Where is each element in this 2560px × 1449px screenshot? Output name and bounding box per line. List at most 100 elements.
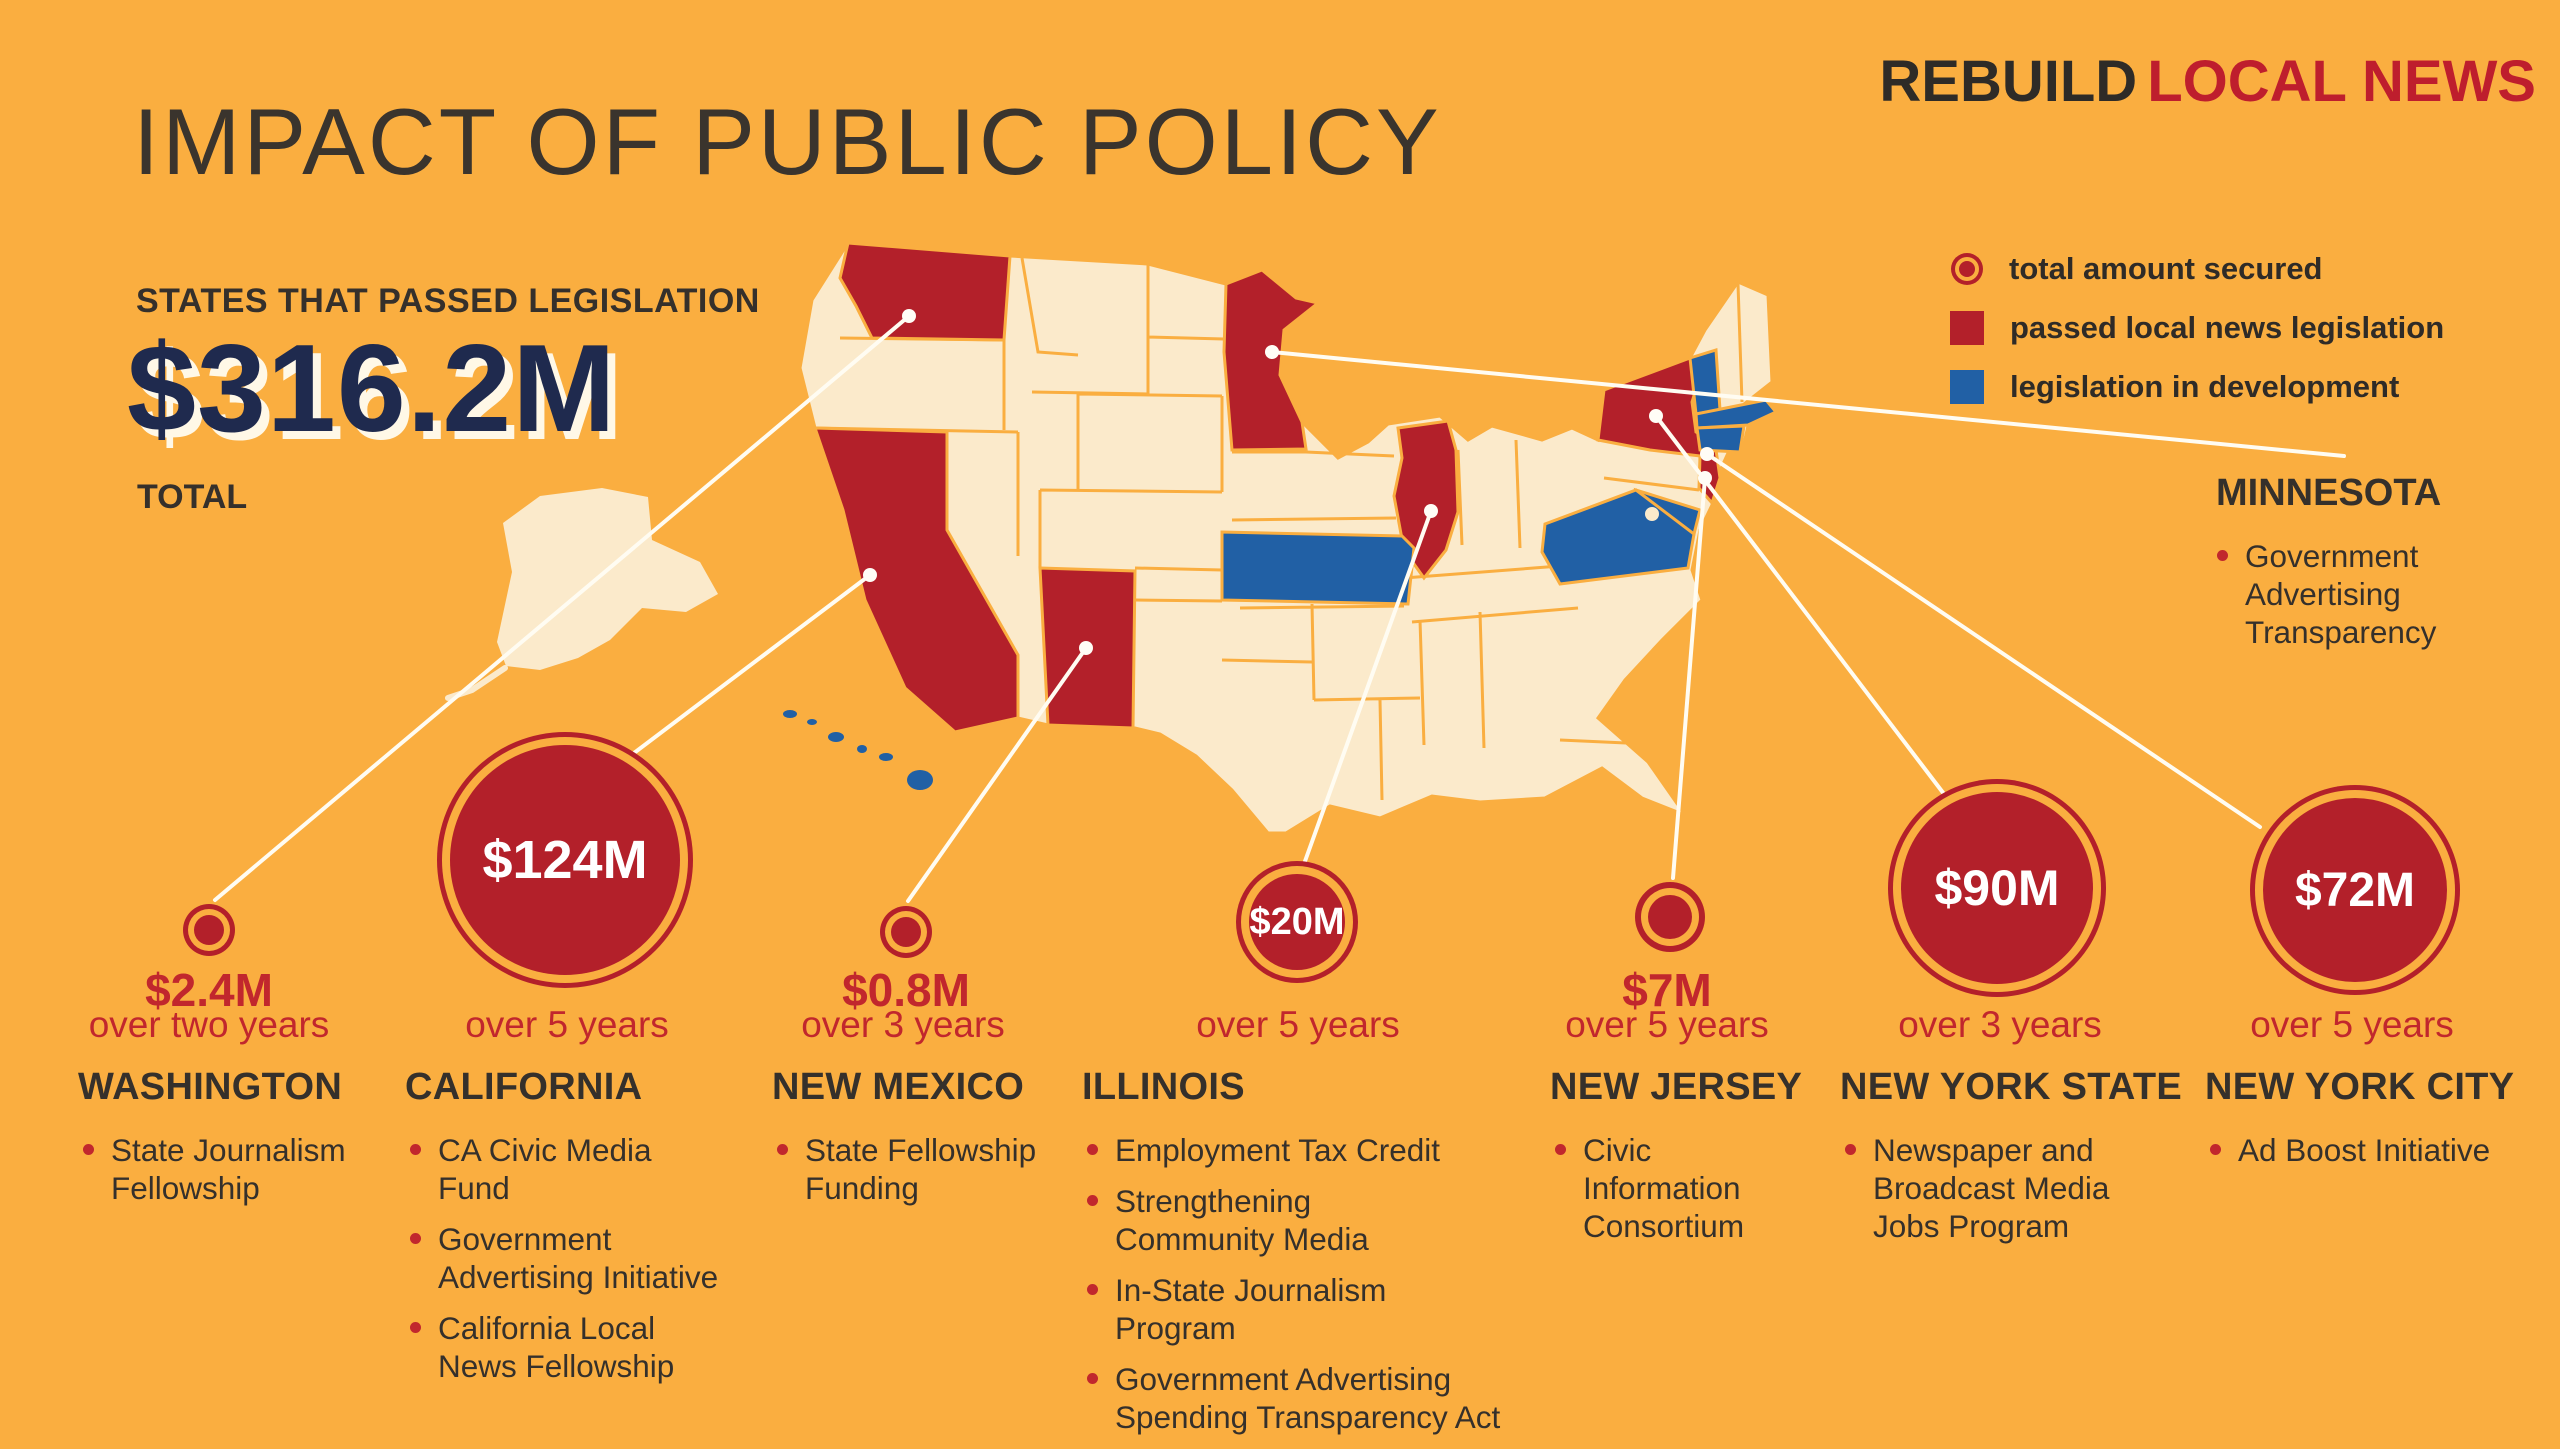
program-name: State Fellowship Funding <box>805 1132 1037 1206</box>
column-new-jersey: NEW JERSEY Civic Information Consortium <box>1550 1066 1830 1258</box>
map-dc-dot <box>1645 507 1659 521</box>
legend-label: legislation in development <box>2010 369 2400 404</box>
list-item: Government Advertising Transparency <box>2212 537 2532 651</box>
amount-new-jersey: $7M <box>1622 964 1712 1016</box>
map-state-connecticut <box>1695 424 1746 454</box>
list-item: In-State Journalism Program <box>1082 1271 1552 1347</box>
bubble-new-york-city: $72M <box>2263 798 2447 982</box>
list-item: Ad Boost Initiative <box>2205 1131 2555 1169</box>
program-name: State Journalism Fellowship <box>111 1132 346 1206</box>
legend-label: passed local news legislation <box>2010 310 2445 345</box>
brand-word-local-news: LOCAL NEWS <box>2147 49 2536 114</box>
legend-row-passed: passed local news legislation <box>1950 309 2444 347</box>
map-state-alaska <box>497 488 718 670</box>
donut-marker-icon <box>1959 261 1975 277</box>
state-name: WASHINGTON <box>78 1066 343 1108</box>
duration-new-york-city: over 5 years <box>2250 1004 2454 1045</box>
column-new-york-city: NEW YORK CITY Ad Boost Initiative <box>2205 1066 2555 1182</box>
map-state-minnesota <box>1222 268 1322 452</box>
list-item: California Local News Fellowship <box>405 1309 725 1385</box>
duration-new-york-state: over 3 years <box>1898 1004 2102 1045</box>
bullet-icon <box>410 1233 421 1244</box>
callout-minnesota: MINNESOTA Government Advertising Transpa… <box>2212 472 2532 664</box>
list-item: Government Advertising Initiative <box>405 1220 725 1296</box>
summary-total-caption: TOTAL <box>137 478 248 516</box>
callout-state-name: MINNESOTA <box>2216 472 2442 514</box>
program-name: CA Civic Media Fund <box>438 1132 652 1206</box>
summary-label: STATES THAT PASSED LEGISLATION <box>136 282 760 320</box>
bubble-california: $124M <box>450 745 680 975</box>
map-state-illinois <box>1392 419 1460 581</box>
column-california: CALIFORNIA CA Civic Media Fund Governmen… <box>405 1066 725 1398</box>
map-state-vermont <box>1688 348 1722 416</box>
brand-logo: REBUILD LOCAL NEWS <box>1879 48 2536 115</box>
bullet-icon <box>1087 1144 1098 1155</box>
map-state-hawaii <box>783 710 933 790</box>
program-name: California Local News Fellowship <box>438 1310 675 1384</box>
map-state-kansas <box>1220 530 1416 606</box>
state-name: ILLINOIS <box>1082 1066 1245 1108</box>
red-square-icon <box>1950 311 1984 345</box>
column-new-mexico: NEW MEXICO State Fellowship Funding <box>772 1066 1092 1220</box>
list-item: Civic Information Consortium <box>1550 1131 1830 1245</box>
brand-word-rebuild: REBUILD <box>1879 49 2138 114</box>
bullet-icon <box>777 1144 788 1155</box>
column-new-york-state: NEW YORK STATE Newspaper and Broadcast M… <box>1840 1066 2182 1258</box>
duration-new-mexico: over 3 years <box>801 1004 1005 1045</box>
marker-new-jersey <box>1648 895 1692 939</box>
marker-washington <box>194 915 224 945</box>
duration-illinois: over 5 years <box>1196 1004 1400 1045</box>
map-state-california <box>812 426 1020 734</box>
map-anchor-dots <box>863 309 1714 655</box>
bullet-icon <box>1555 1144 1566 1155</box>
leader-lines <box>213 314 2346 903</box>
bubble-illinois: $20M <box>1249 874 1345 970</box>
duration-washington: over two years <box>88 1004 330 1045</box>
bullet-icon <box>410 1322 421 1333</box>
map-state-washington <box>838 241 1012 342</box>
column-washington: WASHINGTON State Journalism Fellowship <box>78 1066 378 1220</box>
blue-square-icon <box>1950 370 1984 404</box>
page-title: IMPACT OF PUBLIC POLICY <box>133 89 1442 194</box>
list-item: Newspaper and Broadcast Media Jobs Progr… <box>1840 1131 2180 1245</box>
amount-washington: $2.4M <box>145 964 273 1016</box>
map-alaska-aleutians <box>445 665 508 701</box>
program-name: Government Advertising Transparency <box>2245 538 2437 650</box>
duration-new-jersey: over 5 years <box>1565 1004 1769 1045</box>
program-name: Newspaper and Broadcast Media Jobs Progr… <box>1873 1132 2110 1244</box>
program-name: In-State Journalism Program <box>1115 1272 1387 1346</box>
list-item: State Journalism Fellowship <box>78 1131 378 1207</box>
marker-new-mexico <box>891 917 921 947</box>
state-name: NEW JERSEY <box>1550 1066 1803 1108</box>
bubble-new-york-state: $90M <box>1901 792 2093 984</box>
state-name: NEW YORK CITY <box>2205 1066 2515 1108</box>
program-name: Strengthening Community Media <box>1115 1183 1369 1257</box>
bullet-icon <box>1087 1373 1098 1384</box>
program-name: Ad Boost Initiative <box>2238 1132 2491 1168</box>
list-item: Government Advertising Spending Transpar… <box>1082 1360 1552 1436</box>
state-name: NEW YORK STATE <box>1840 1066 2182 1108</box>
program-name: Government Advertising Spending Transpar… <box>1115 1361 1501 1435</box>
program-name: Employment Tax Credit <box>1115 1132 1441 1168</box>
state-name: CALIFORNIA <box>405 1066 643 1108</box>
legend-row-development: legislation in development <box>1950 368 2444 406</box>
state-name: NEW MEXICO <box>772 1066 1025 1108</box>
column-illinois: ILLINOIS Employment Tax Credit Strengthe… <box>1082 1066 1552 1449</box>
bullet-icon <box>83 1144 94 1155</box>
bullet-icon <box>2210 1144 2221 1155</box>
bullet-icon <box>2217 550 2228 561</box>
program-name: Government Advertising Initiative <box>438 1221 719 1295</box>
legend: total amount secured passed local news l… <box>1950 250 2444 406</box>
bullet-icon <box>1087 1195 1098 1206</box>
legend-row-secured: total amount secured <box>1950 250 2444 288</box>
bullet-icon <box>410 1144 421 1155</box>
list-item: CA Civic Media Fund <box>405 1131 725 1207</box>
list-item: Employment Tax Credit <box>1082 1131 1552 1169</box>
amount-new-mexico: $0.8M <box>842 964 970 1016</box>
legend-label: total amount secured <box>2009 251 2323 286</box>
bullet-icon <box>1845 1144 1856 1155</box>
duration-california: over 5 years <box>465 1004 669 1045</box>
program-name: Civic Information Consortium <box>1583 1132 1745 1244</box>
summary-total-amount: $316.2M <box>127 320 617 458</box>
